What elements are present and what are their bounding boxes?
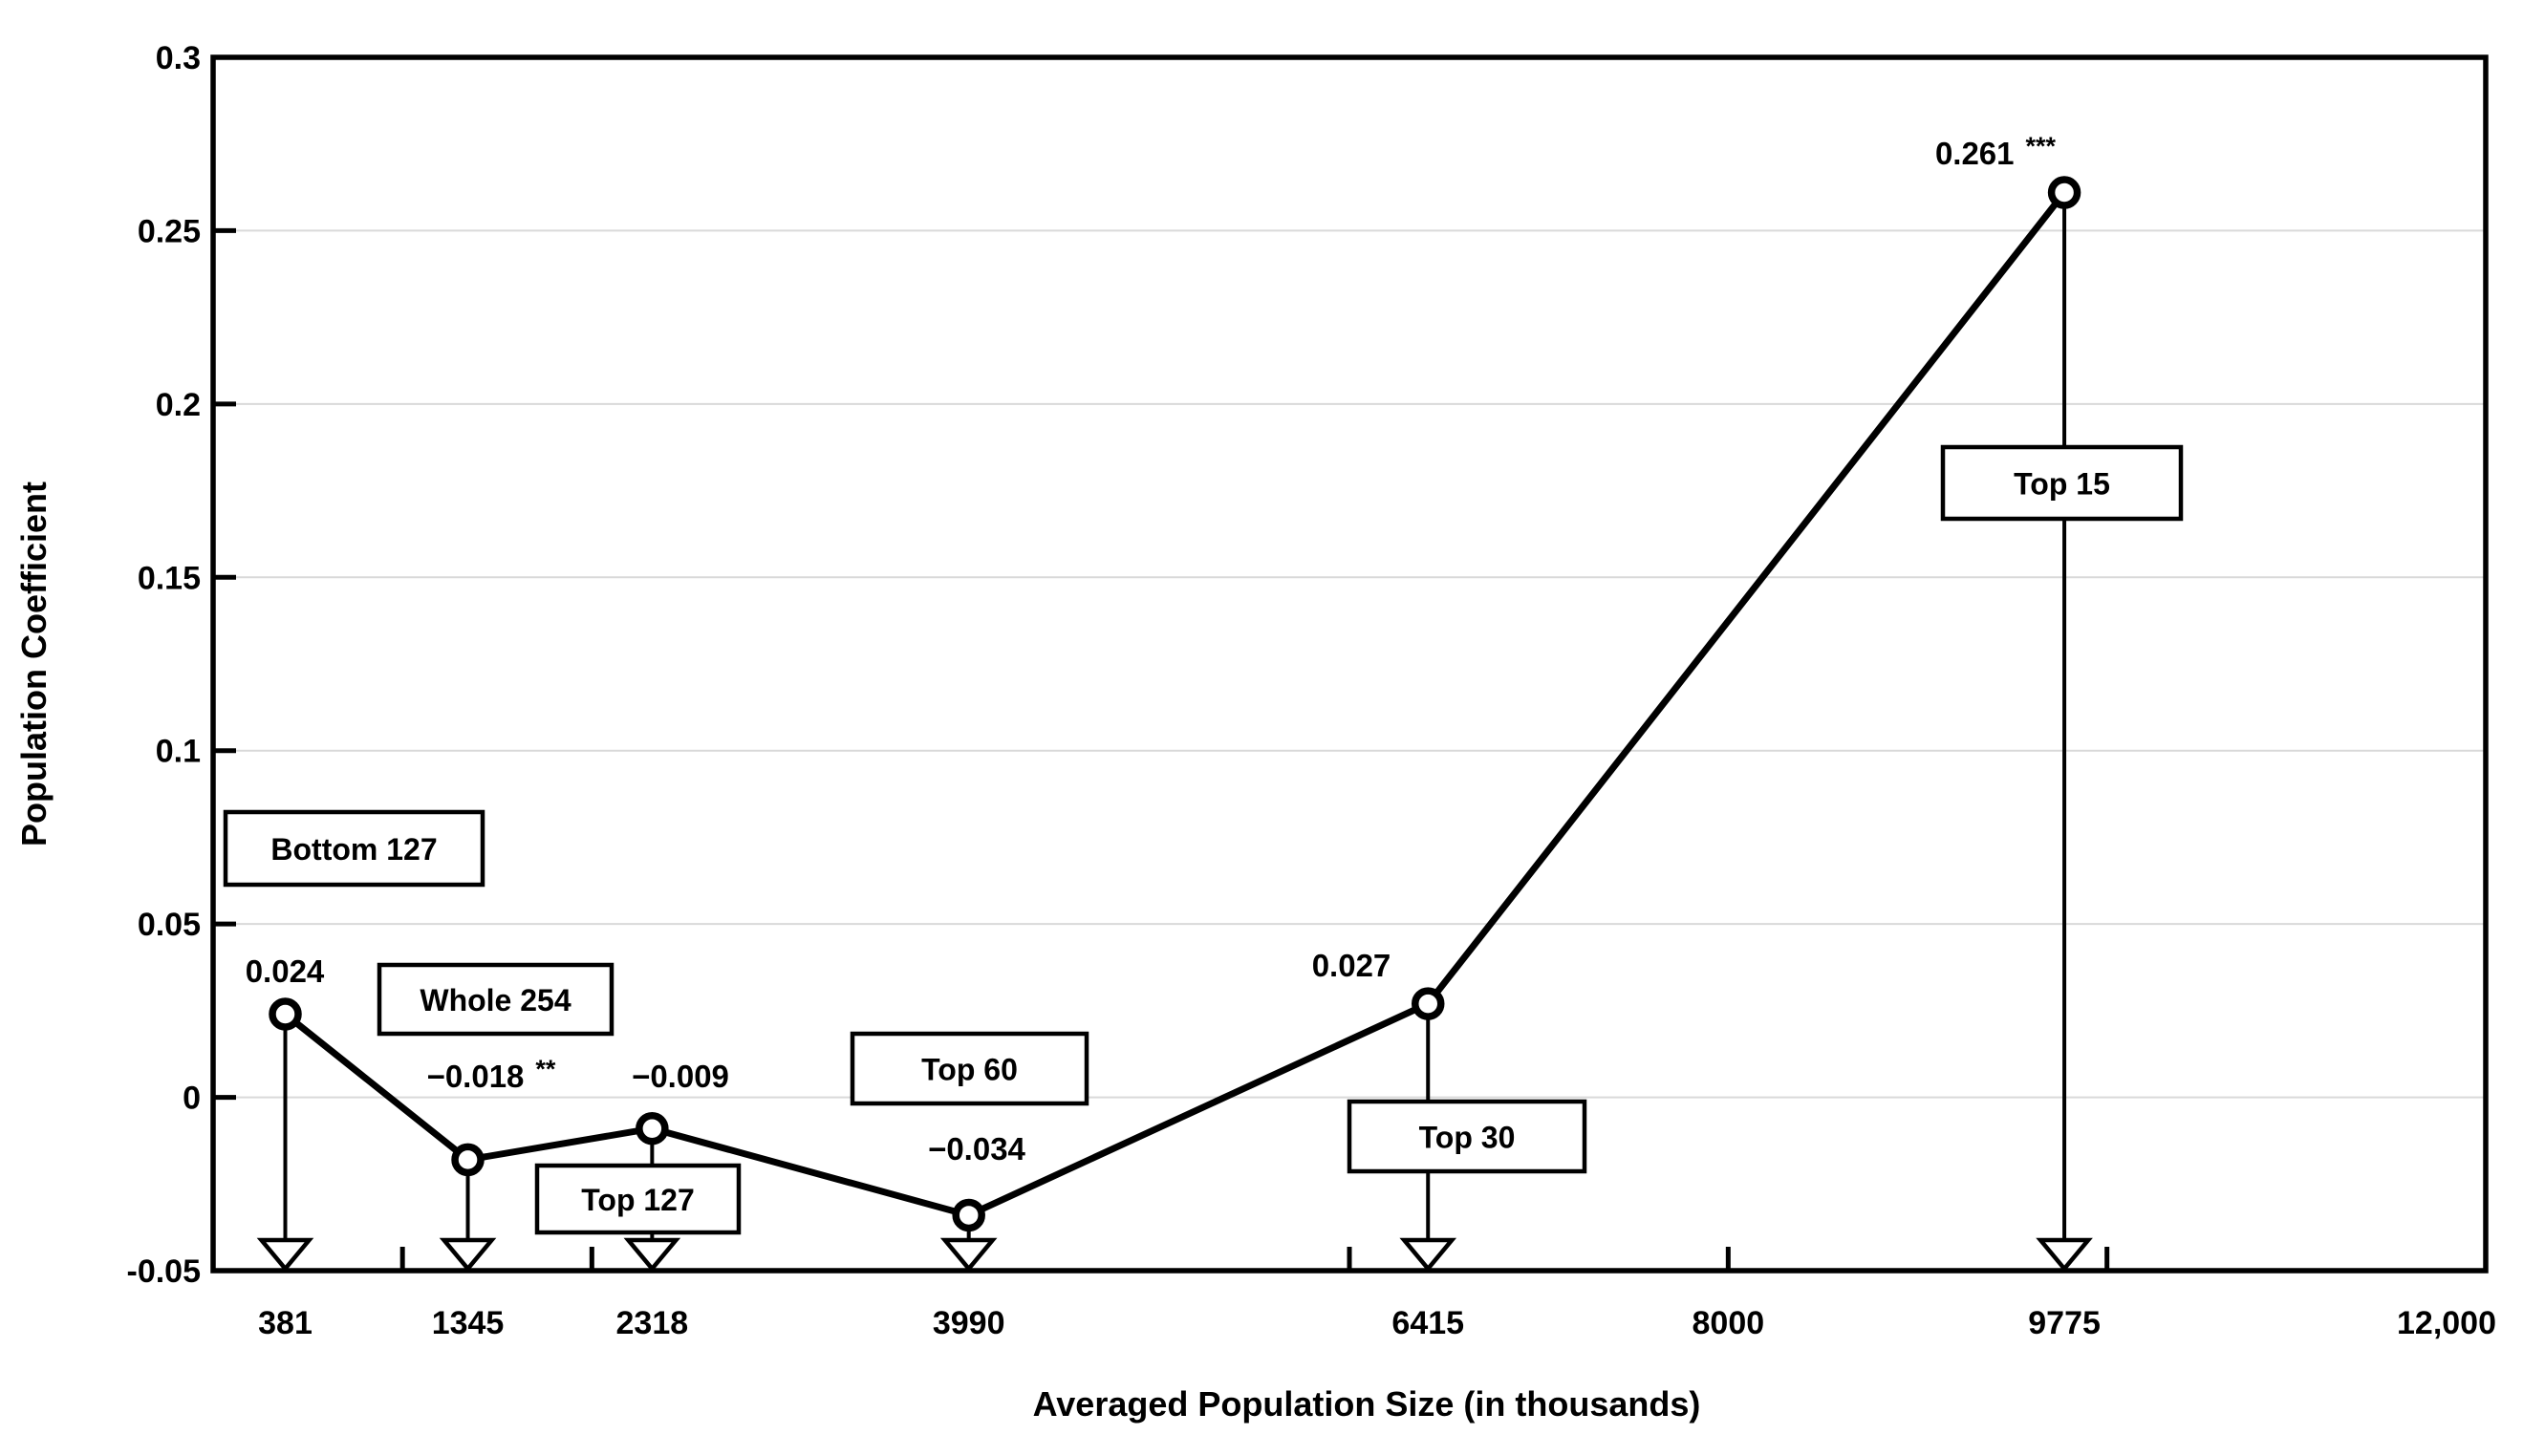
y-tick-label: 0 [183, 1081, 201, 1117]
annotation-label: Top 15 [2014, 467, 2110, 502]
annotation-box [1347, 1099, 1587, 1174]
annotation-box [850, 1031, 1089, 1106]
data-label-value: −0.009 [632, 1059, 729, 1094]
drop-arrow-head [2036, 1237, 2093, 1273]
data-label-top-30: 0.027 [1312, 948, 1391, 983]
annotation-bottom-127: Bottom 127 [223, 809, 485, 888]
annotation-box [223, 809, 485, 888]
y-tick-label: 0.25 [138, 213, 201, 249]
annotation-box [1940, 444, 2184, 522]
y-axis-title: Population Coefficient [14, 482, 54, 846]
y-tick-label: 0.2 [156, 387, 201, 423]
drop-arrow-head [623, 1237, 681, 1273]
annotation-label: Top 127 [581, 1183, 695, 1217]
data-point-marker-top-127 [636, 1111, 669, 1146]
x-tick-label: 6415 [1391, 1305, 1464, 1341]
chart-generated-layers: Bottom 127 Whole 254 Top 127 Top 60 Top 30 To… [127, 40, 2497, 1341]
annotation-top-30: Top 30 [1347, 1099, 1587, 1174]
x-tick-label: 8000 [1693, 1305, 1765, 1341]
annotation-top-15: Top 15 [1940, 444, 2184, 522]
series-line [282, 189, 2068, 1219]
drop-arrow-head [939, 1237, 998, 1273]
annotation-label: Top 60 [921, 1053, 1018, 1087]
data-point-marker-top-15 [2047, 176, 2081, 209]
annotation-label: Bottom 127 [270, 832, 437, 867]
data-label-bottom-127: 0.024 [246, 953, 325, 989]
plot-border [210, 54, 2489, 1274]
annotation-box [534, 1163, 742, 1235]
annotation-top-60: Top 60 [850, 1031, 1089, 1106]
data-label-whole-254: −0.018 ** [427, 1055, 556, 1094]
significance-stars: ** [535, 1055, 556, 1083]
data-point-marker-top-30 [1411, 987, 1445, 1020]
annotation-box [377, 962, 615, 1037]
data-point-marker-bottom-127 [269, 997, 302, 1031]
x-tick-label: 9775 [2028, 1305, 2101, 1341]
x-tick-label: 381 [258, 1305, 313, 1341]
annotation-label: Top 30 [1419, 1121, 1516, 1155]
significance-stars: *** [2026, 132, 2057, 161]
x-tick-label: 1345 [432, 1305, 505, 1341]
data-label-top-60: −0.034 [928, 1131, 1025, 1167]
data-label-value: 0.261 [1935, 136, 2015, 171]
annotation-label: Whole 254 [420, 983, 571, 1017]
y-tick-label: 0.3 [156, 40, 201, 76]
data-label-value: 0.024 [246, 953, 325, 989]
data-point-marker-whole-254 [451, 1143, 485, 1177]
x-axis-title: Averaged Population Size (in thousands) [1033, 1384, 1701, 1424]
y-tick-label: -0.05 [127, 1253, 202, 1290]
drop-arrow-head [439, 1237, 497, 1273]
annotation-whole-254: Whole 254 [377, 962, 615, 1037]
drop-arrow-head [1399, 1237, 1457, 1273]
data-label-value: 0.027 [1312, 948, 1391, 983]
y-tick-label: 0.15 [138, 560, 201, 596]
data-point-marker-top-60 [952, 1198, 985, 1232]
x-tick-label: 3990 [933, 1305, 1005, 1341]
drop-arrow-head [256, 1237, 314, 1273]
data-label-top-15: 0.261 *** [1935, 132, 2057, 171]
y-tick-label: 0.1 [156, 734, 201, 770]
x-tick-label: 2318 [616, 1305, 689, 1341]
annotation-top-127: Top 127 [534, 1163, 742, 1235]
data-label-top-127: −0.009 [632, 1059, 729, 1094]
data-label-value: −0.034 [928, 1131, 1025, 1167]
y-tick-label: 0.05 [138, 907, 201, 943]
x-tick-label: 12,000 [2397, 1305, 2496, 1341]
data-label-value: −0.018 [427, 1059, 525, 1094]
